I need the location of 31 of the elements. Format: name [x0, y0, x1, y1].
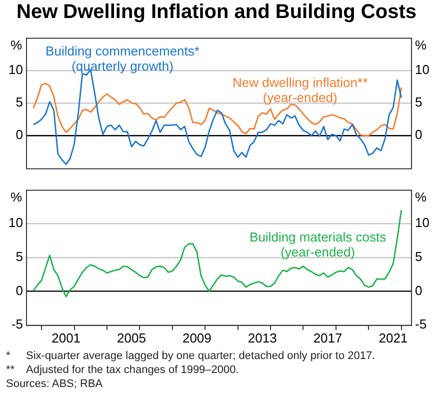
text: Building commencements* (quarterly growth): [46, 44, 200, 74]
x-tick-label: 2005: [117, 330, 146, 346]
y2-tick-label: 0: [415, 282, 422, 298]
text: ** Adjusted for the tax changes of 1999–2000.: [6, 363, 239, 377]
y2-tick-label: 0: [415, 127, 422, 142]
y-tick-label: 0: [16, 282, 23, 298]
text: * Six-quarter average lagged by one quarter; detached only prior to 2017.: [6, 350, 376, 362]
y-tick-label: -5: [11, 316, 23, 332]
y2-tick-label: 5: [415, 248, 422, 264]
y2-tick-label: 10: [415, 215, 430, 230]
y2-axis-title: %: [415, 37, 427, 52]
x-tick-label: 2001: [52, 330, 81, 346]
x-tick-label: 2021: [378, 330, 408, 346]
y2-axis-title: %: [415, 189, 427, 204]
y-tick-label: 5: [16, 94, 23, 110]
series-label: New dwelling inflation** (year-ended): [232, 74, 368, 105]
y-tick-label: 5: [16, 248, 23, 264]
y2-tick-label: 10: [415, 62, 430, 77]
y-tick-label: 10: [8, 215, 23, 230]
y-tick-label: 10: [8, 62, 23, 77]
x-tick-label: 2009: [182, 330, 212, 346]
series-label: Building materials costs (year-ended): [250, 230, 387, 260]
y2-tick-label: 5: [415, 94, 422, 110]
x-tick-label: 2017: [313, 330, 342, 346]
y-axis-title: %: [10, 37, 22, 52]
y-tick-label: 0: [16, 127, 23, 142]
x-tick-label: 2013: [248, 330, 277, 346]
source-note: Sources: ABS; RBA: [6, 377, 104, 391]
y2-tick-label: -5: [415, 316, 427, 332]
y-axis-title: %: [10, 189, 22, 204]
chart-title: New Dwelling Inflation and Building Costs: [16, 0, 418, 25]
